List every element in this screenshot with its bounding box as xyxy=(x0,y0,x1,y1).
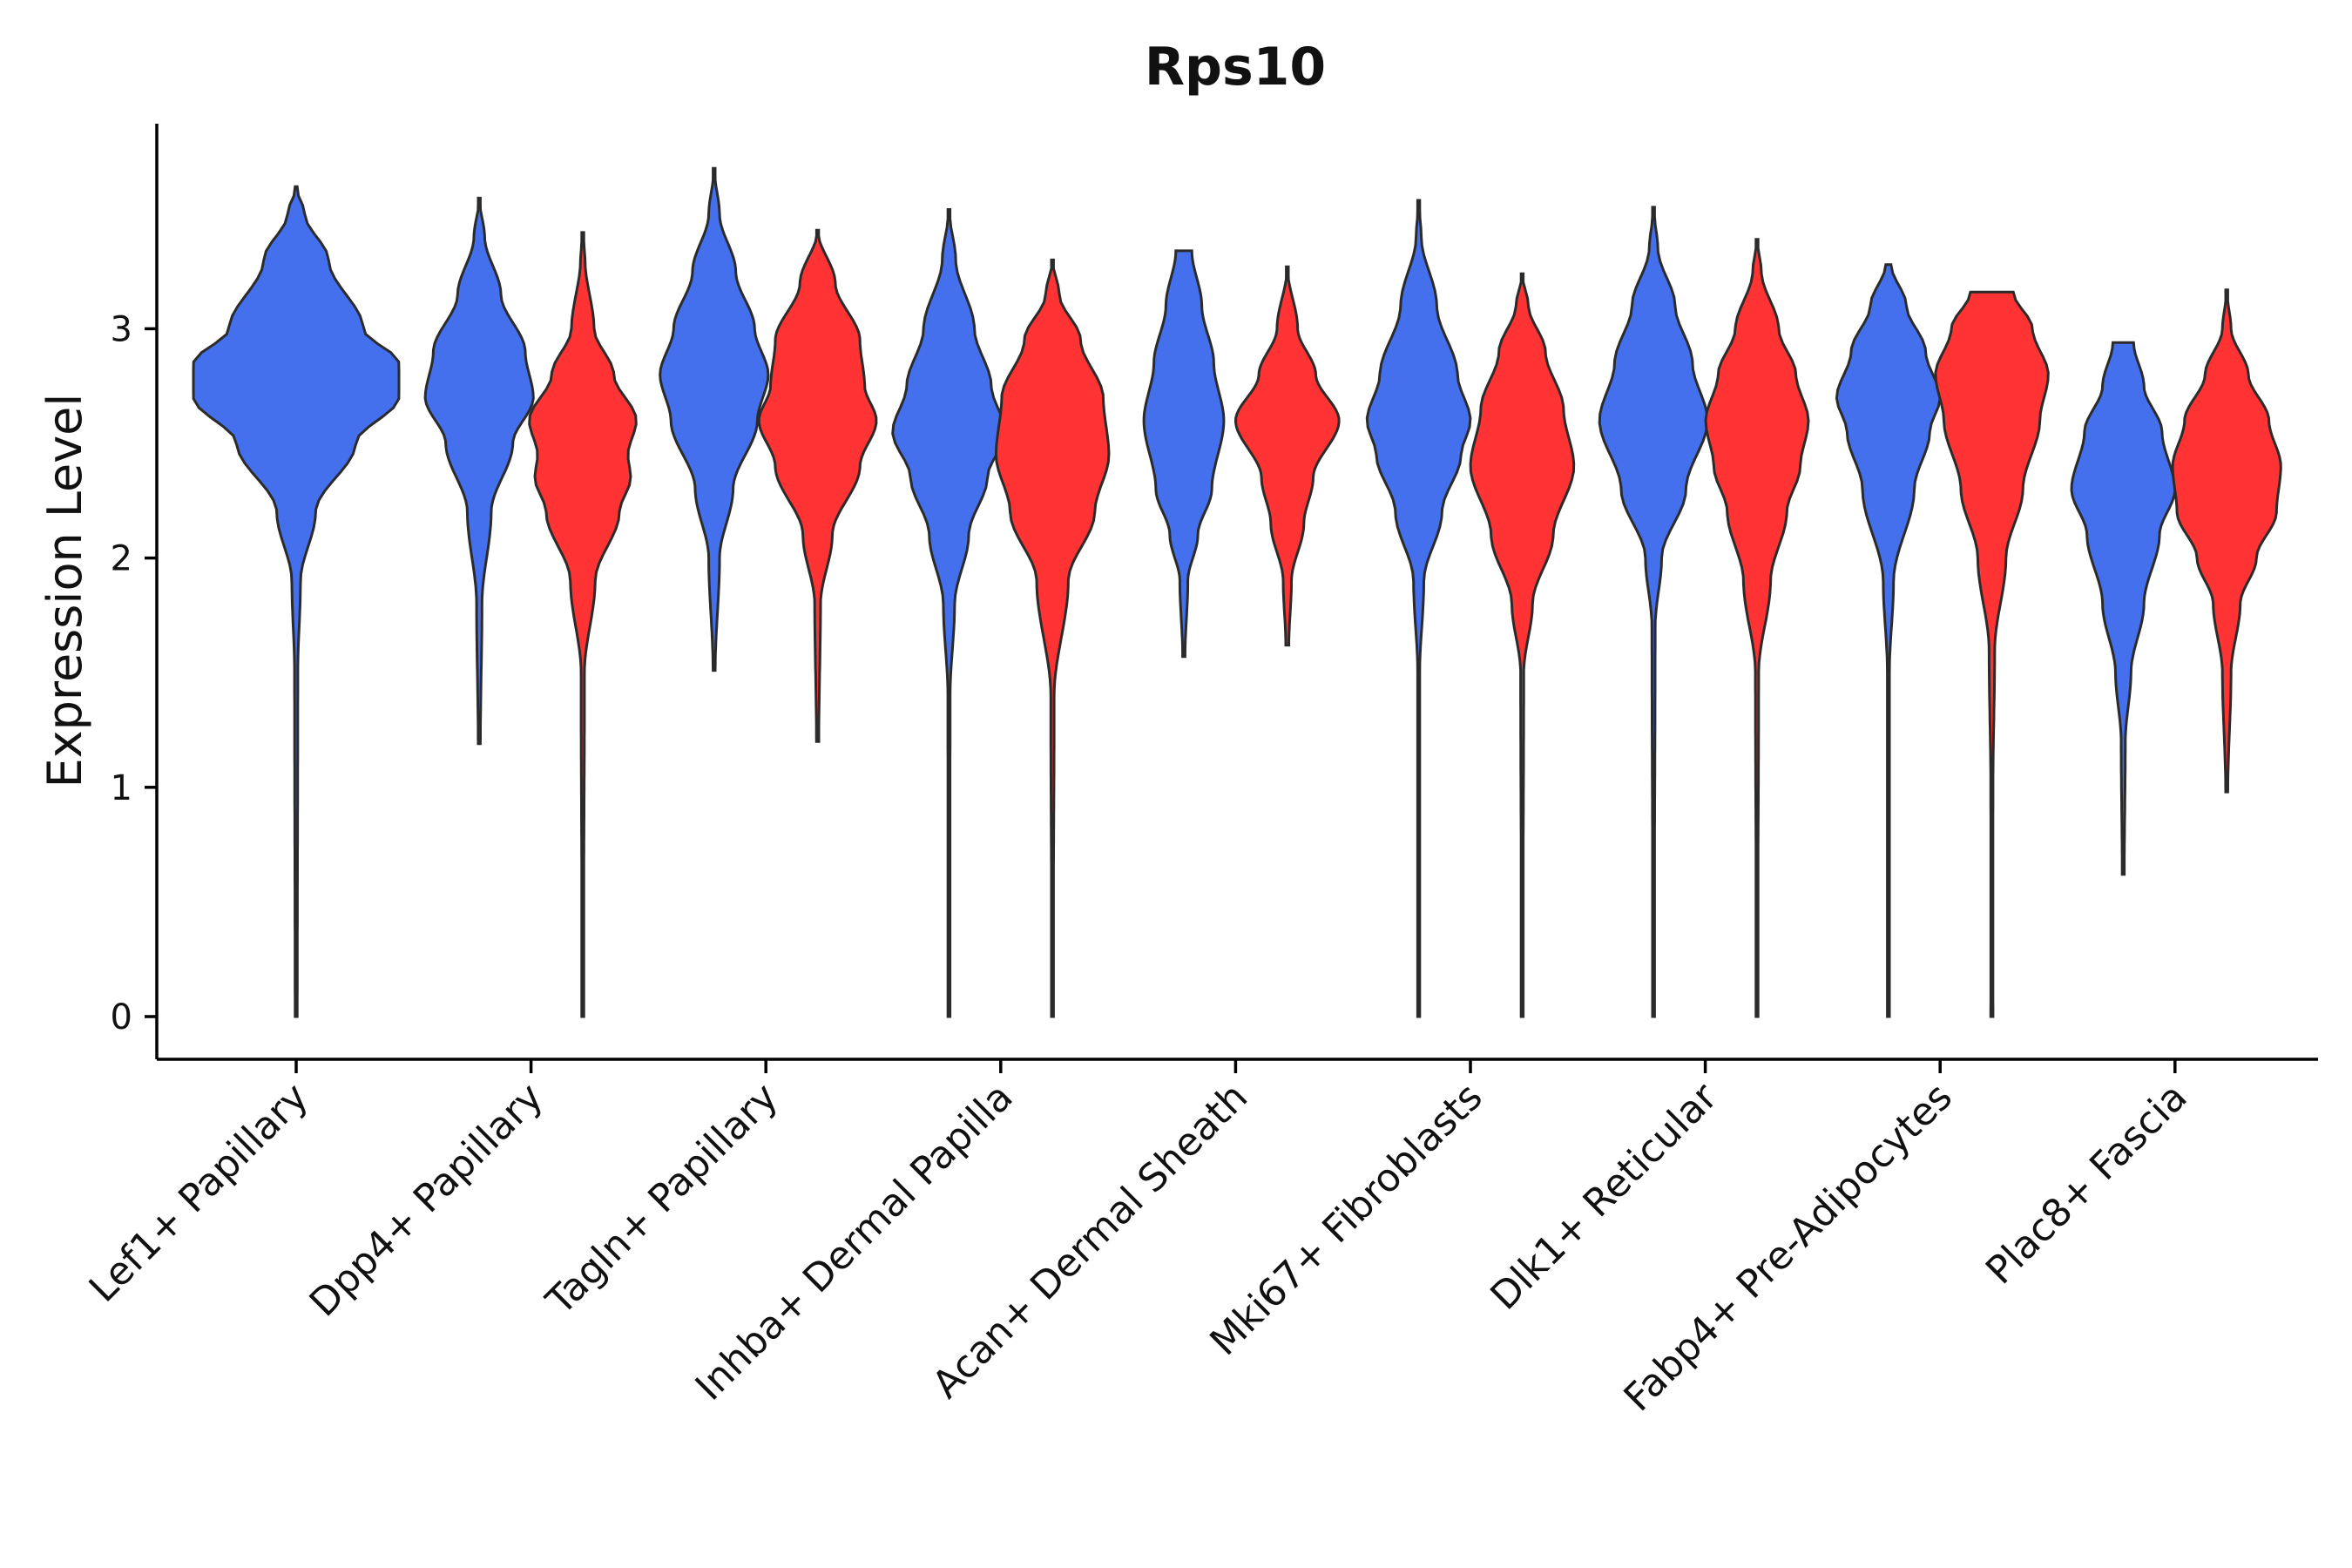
y-ticks: 0 1 2 3 xyxy=(111,309,157,1037)
violin-blue-3 xyxy=(659,166,770,672)
y-tick-label: 1 xyxy=(111,768,132,808)
violin-red-7 xyxy=(1704,238,1810,1018)
x-tick-label: Tagln+ Papillary xyxy=(537,1075,787,1324)
violins-layer xyxy=(192,166,2282,1018)
violin-blue-4 xyxy=(891,208,1007,1018)
x-tick-label: Lef1+ Papillary xyxy=(81,1075,317,1311)
violin-red-9 xyxy=(2171,288,2282,794)
x-tick-label: Mki67+ Fibroblasts xyxy=(1201,1075,1490,1364)
violin-blue-6 xyxy=(1365,199,1472,1018)
violin-blue-8 xyxy=(1835,263,1942,1018)
violin-red-8 xyxy=(1934,290,2050,1018)
y-tick-label: 2 xyxy=(111,539,132,579)
violin-red-5 xyxy=(1233,265,1341,647)
violin-blue-5 xyxy=(1142,249,1226,659)
violin-red-4 xyxy=(994,258,1111,1018)
y-tick-label: 0 xyxy=(111,997,132,1037)
violin-blue-7 xyxy=(1598,206,1709,1018)
violin-red-2 xyxy=(528,231,638,1018)
violin-red-3 xyxy=(757,228,878,743)
axes-layer xyxy=(155,124,2318,1061)
x-tick-label: Plac8+ Fascia xyxy=(1977,1075,2196,1294)
y-tick-label: 3 xyxy=(111,309,132,349)
y-axis-label: Expression Level xyxy=(37,394,92,788)
violin-red-6 xyxy=(1469,272,1576,1018)
x-tick-label: Dpp4+ Papillary xyxy=(301,1075,552,1326)
chart-title: Rps10 xyxy=(1145,37,1326,98)
violin-blue-1 xyxy=(192,185,401,1018)
violin-blue-2 xyxy=(423,196,535,746)
violin-blue-9 xyxy=(2070,341,2177,876)
x-tick-label: Dlk1+ Reticular xyxy=(1482,1074,1727,1319)
